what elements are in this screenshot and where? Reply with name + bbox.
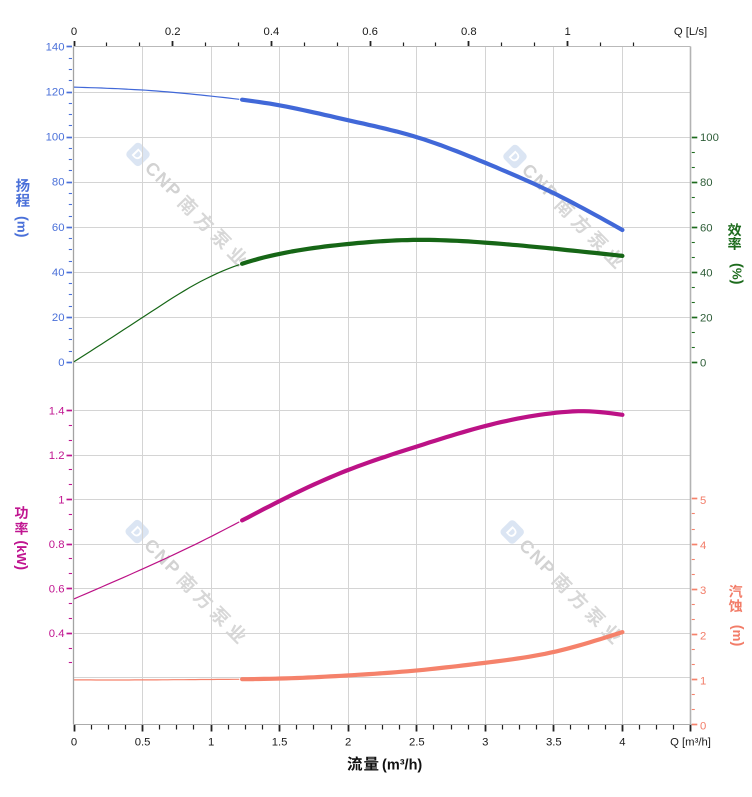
svg-text:60: 60 [700, 222, 713, 234]
svg-text:1: 1 [208, 737, 214, 749]
svg-text:1.2: 1.2 [49, 450, 65, 462]
svg-text:140: 140 [46, 42, 65, 54]
svg-text:Q [m³/h]: Q [m³/h] [670, 737, 711, 749]
svg-text:Q [L/s]: Q [L/s] [674, 26, 707, 38]
svg-text:2: 2 [345, 737, 351, 749]
svg-text:4: 4 [700, 540, 706, 552]
svg-text:0.6: 0.6 [362, 26, 378, 38]
svg-text:0: 0 [71, 737, 77, 749]
svg-text:80: 80 [52, 177, 65, 189]
svg-text:1: 1 [564, 26, 570, 38]
svg-text:(kW): (kW) [13, 540, 29, 570]
svg-text:0: 0 [71, 26, 77, 38]
svg-text:0: 0 [58, 357, 64, 369]
svg-text:(m): (m) [14, 216, 30, 238]
svg-text:(m): (m) [729, 625, 745, 647]
svg-text:40: 40 [52, 267, 65, 279]
svg-text:40: 40 [700, 267, 713, 279]
svg-text:0: 0 [700, 721, 706, 733]
svg-text:20: 20 [700, 312, 713, 324]
svg-text:100: 100 [46, 132, 65, 144]
svg-text:0.4: 0.4 [264, 26, 280, 38]
svg-text:0.2: 0.2 [165, 26, 181, 38]
svg-text:0.8: 0.8 [49, 539, 65, 551]
svg-text:60: 60 [52, 222, 65, 234]
svg-text:2: 2 [700, 630, 706, 642]
svg-text:0.4: 0.4 [49, 628, 65, 640]
svg-text:1: 1 [700, 676, 706, 688]
svg-text:20: 20 [52, 312, 65, 324]
svg-text:0.6: 0.6 [49, 584, 65, 596]
svg-text:0.5: 0.5 [135, 737, 151, 749]
svg-text:0: 0 [700, 358, 706, 370]
svg-text:0.8: 0.8 [461, 26, 477, 38]
svg-text:1.4: 1.4 [49, 406, 65, 418]
svg-text:5: 5 [700, 495, 706, 507]
svg-text:1: 1 [58, 495, 64, 507]
svg-text:(%): (%) [728, 263, 744, 285]
svg-text:80: 80 [700, 177, 713, 189]
svg-text:2.5: 2.5 [409, 737, 425, 749]
svg-text:3.5: 3.5 [546, 737, 562, 749]
svg-text:120: 120 [46, 87, 65, 99]
svg-text:(m³/h): (m³/h) [382, 758, 422, 774]
svg-text:1.5: 1.5 [272, 737, 288, 749]
svg-text:4: 4 [619, 737, 625, 749]
svg-text:100: 100 [700, 132, 719, 144]
svg-text:3: 3 [482, 737, 488, 749]
svg-text:3: 3 [700, 585, 706, 597]
